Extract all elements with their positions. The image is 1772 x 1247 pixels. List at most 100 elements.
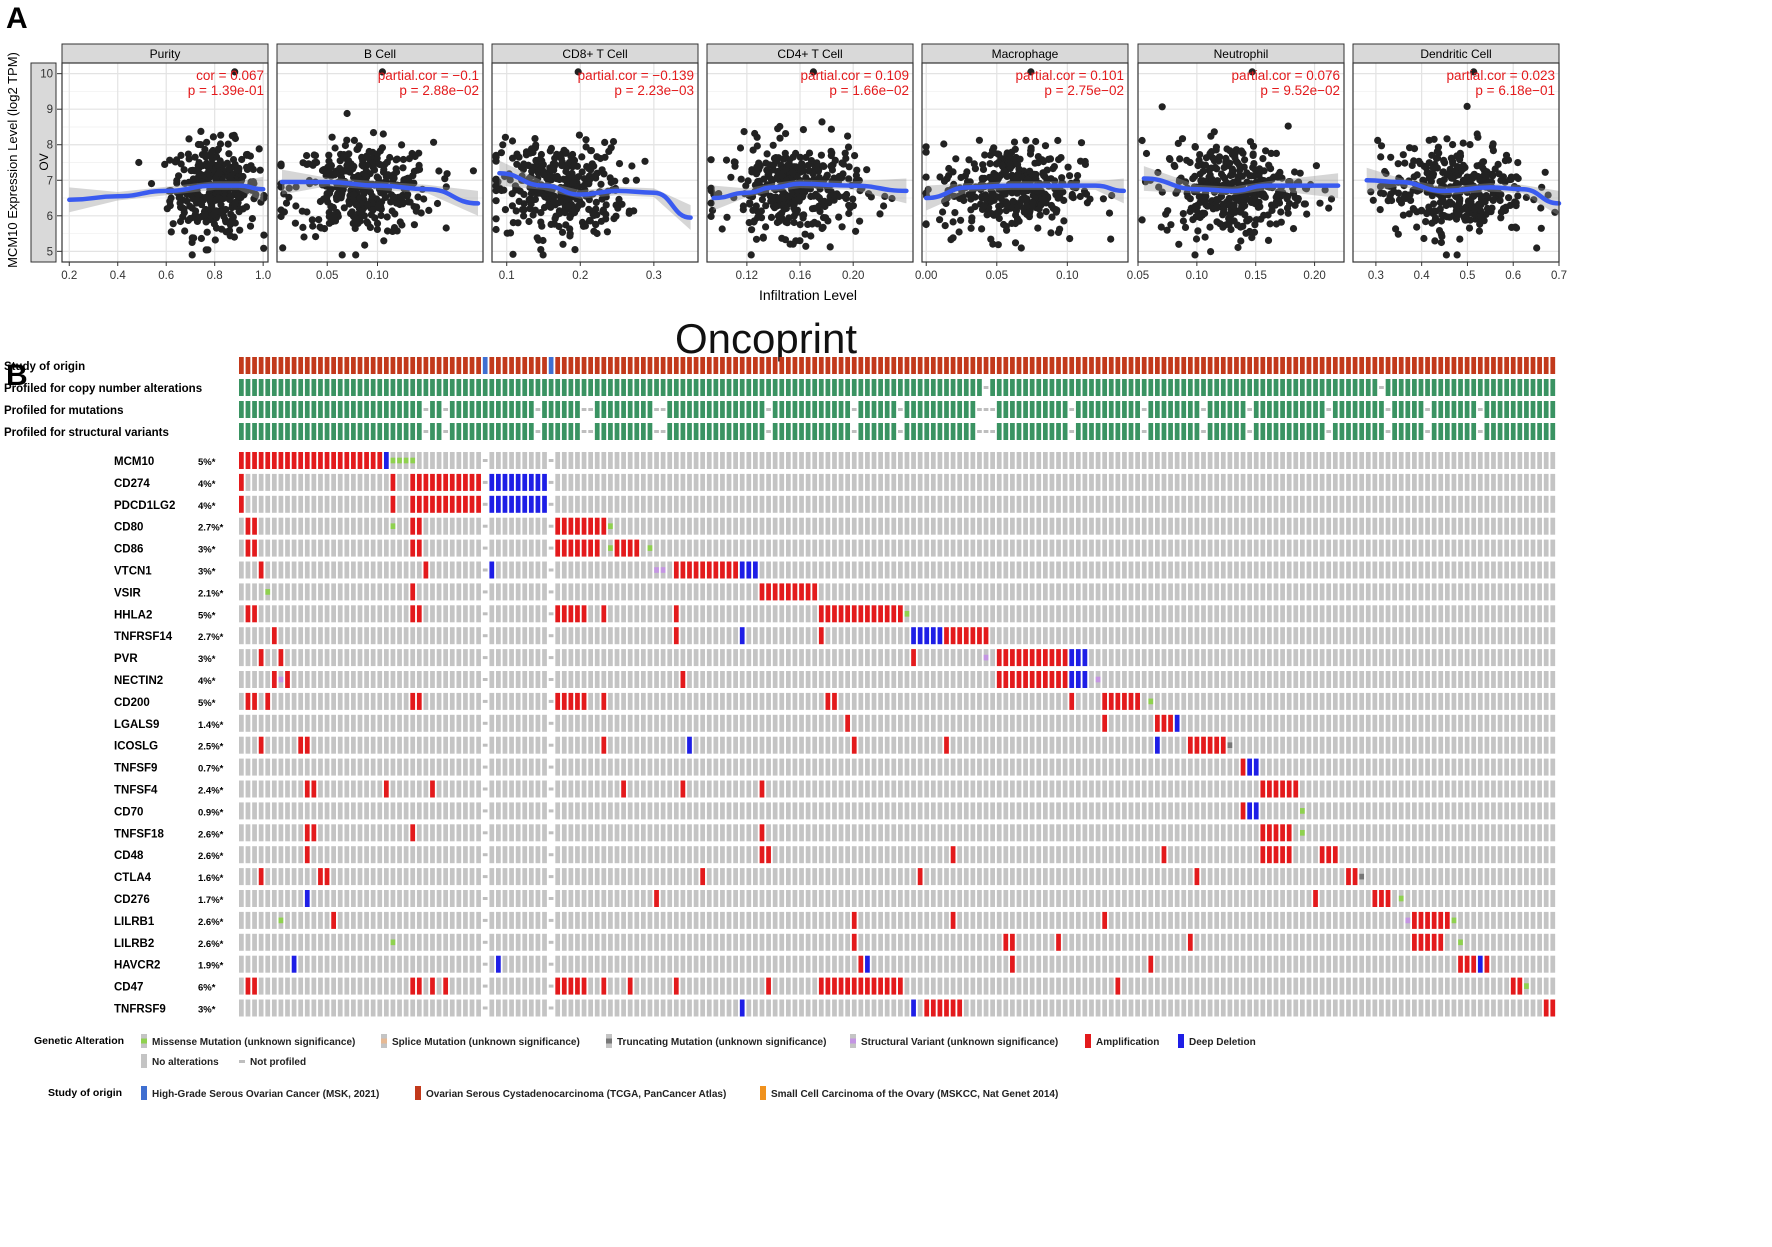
track-cell (812, 379, 818, 396)
data-point (1016, 198, 1024, 206)
cell-deep-deletion (542, 495, 547, 513)
cell-no-alteration (1497, 452, 1503, 469)
cell-no-alteration (930, 539, 936, 557)
cell-no-alteration (258, 495, 264, 513)
data-point (1392, 225, 1400, 233)
data-point (1453, 163, 1461, 171)
cell-no-alteration (364, 517, 369, 535)
track-cell (1207, 401, 1213, 418)
track-cell (258, 379, 264, 396)
track-cell (1155, 423, 1160, 440)
cell-no-alteration (1392, 452, 1397, 469)
cell-no-alteration (1352, 583, 1358, 601)
cell-no-alteration (753, 495, 758, 513)
data-point (792, 237, 800, 245)
cell-no-alteration (1214, 452, 1220, 469)
data-point (531, 195, 540, 203)
data-point (611, 177, 619, 185)
cell-no-alteration (1207, 495, 1213, 513)
track-cell (1339, 379, 1345, 396)
cell-no-alteration (799, 561, 804, 579)
cell-no-alteration (331, 517, 336, 535)
trend-line (923, 183, 1127, 201)
data-point (412, 207, 420, 215)
data-point (814, 192, 822, 200)
cell-no-alteration (1102, 495, 1108, 513)
cell-amplification (239, 473, 244, 491)
track-cell (996, 401, 1002, 418)
cell-no-alteration (239, 517, 244, 535)
track-cell (278, 401, 284, 418)
cell-no-alteration (720, 452, 725, 469)
cell-no-alteration (542, 539, 547, 557)
cell-no-alteration (792, 539, 798, 557)
cell-no-alteration (403, 583, 409, 601)
data-point (173, 176, 181, 185)
cell-no-alteration (377, 539, 383, 557)
cell-no-alteration (588, 473, 594, 491)
cell-no-alteration (614, 452, 620, 469)
cell-no-alteration (1444, 517, 1450, 535)
data-point (535, 188, 543, 196)
cell-no-alteration (1524, 452, 1529, 469)
track-cell (957, 423, 963, 440)
cell-no-alteration (357, 517, 363, 535)
data-point (369, 206, 377, 214)
cell-no-alteration (1247, 473, 1253, 491)
cell-no-alteration (1464, 452, 1470, 469)
cell-no-alteration (1128, 495, 1134, 513)
cell-no-alteration (436, 517, 442, 535)
track-cell (772, 357, 778, 374)
track-cell (1220, 401, 1226, 418)
track-cell (1418, 357, 1424, 374)
track-cell (911, 401, 916, 418)
cell-no-alteration (357, 583, 363, 601)
cell-no-alteration (1431, 517, 1437, 535)
data-point (1138, 216, 1146, 224)
cell-deep-deletion (739, 561, 745, 579)
cell-no-alteration (1484, 495, 1490, 513)
cell-no-alteration (1543, 473, 1549, 491)
track-cell (1029, 401, 1035, 418)
cell-no-alteration (1069, 495, 1075, 513)
cell-no-alteration (304, 517, 310, 535)
cell-no-alteration (937, 583, 943, 601)
cell-no-alteration (383, 495, 389, 513)
cell-amplification (390, 495, 396, 513)
data-point (340, 204, 348, 212)
cell-no-alteration (1016, 539, 1022, 557)
cell-no-alteration (608, 452, 613, 469)
data-point (230, 233, 238, 241)
track-cell (1471, 379, 1477, 396)
data-point (1192, 235, 1201, 243)
data-point (442, 224, 450, 232)
cell-no-alteration (1155, 452, 1160, 469)
data-point (845, 175, 853, 183)
data-point (1003, 172, 1011, 180)
cell-no-alteration (614, 473, 620, 491)
data-point (1164, 207, 1172, 215)
cell-no-alteration (1299, 495, 1305, 513)
gene-label: CD80 (114, 522, 143, 534)
track-cell (331, 357, 336, 374)
cell-no-alteration (1398, 561, 1404, 579)
track-cell (799, 401, 804, 418)
data-point (707, 199, 715, 207)
track-cell (680, 379, 686, 396)
track-cell (1418, 379, 1424, 396)
data-point (1312, 162, 1320, 170)
data-point (1181, 223, 1190, 231)
cell-no-alteration (759, 495, 765, 513)
track-cell (1128, 357, 1134, 374)
cell-no-alteration (1471, 452, 1477, 469)
data-point (197, 141, 205, 149)
track-cell (1359, 357, 1365, 374)
cell-no-alteration (680, 583, 686, 601)
cell-no-alteration (1293, 495, 1299, 513)
data-point (508, 154, 517, 162)
track-cell (759, 357, 765, 374)
cell-no-alteration (1412, 495, 1417, 513)
cell-amplification (318, 452, 323, 469)
data-point (1226, 180, 1235, 188)
track-cell (1517, 379, 1523, 396)
